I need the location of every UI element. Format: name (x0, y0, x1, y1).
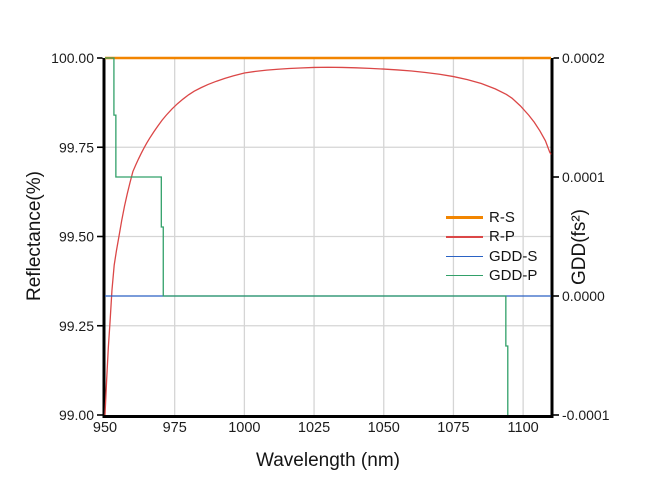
legend-line-swatch (446, 274, 483, 277)
y-left-tick-label: 99.75 (59, 139, 94, 155)
legend-label: GDD-P (489, 267, 538, 285)
y-axis-right-title: GDD(fs²) (569, 209, 590, 285)
x-tick-label: 950 (93, 420, 117, 436)
legend-item: R-S (446, 208, 537, 227)
y-right-tick-label: -0.0001 (562, 407, 610, 423)
series-line-GDD-P (105, 57, 509, 415)
legend: R-S R-P GDD-S GDD-P (446, 208, 537, 285)
y-left-tick-label: 99.00 (59, 407, 94, 423)
x-tick-label: 975 (163, 420, 187, 436)
legend-item: R-P (446, 227, 537, 246)
x-tick-label: 1100 (508, 420, 539, 436)
legend-label: GDD-S (489, 247, 538, 265)
x-tick-label: 1075 (437, 420, 469, 436)
y-axis-left-title: Reflectance(%) (24, 171, 45, 301)
legend-item: GDD-S (446, 247, 537, 266)
y-left-tick-label: 99.50 (59, 229, 94, 245)
x-tick-label: 1050 (368, 420, 400, 436)
series-line-R-P (104, 66, 552, 416)
legend-label: R-S (489, 209, 515, 227)
x-tick-label: 1000 (228, 420, 260, 436)
legend-line-swatch (446, 216, 483, 219)
y-left-tick-label: 100.00 (51, 50, 94, 66)
legend-line-swatch (446, 255, 483, 257)
x-axis-title: Wavelength (nm) (256, 450, 400, 471)
legend-line-swatch (446, 236, 483, 238)
x-tick-label: 1025 (298, 420, 330, 436)
legend-label: R-P (489, 228, 515, 246)
y-left-tick-label: 99.25 (59, 318, 94, 334)
y-right-tick-label: 0.0000 (562, 288, 605, 304)
y-right-tick-label: 0.0001 (562, 169, 605, 185)
legend-item: GDD-P (446, 266, 537, 285)
y-right-tick-label: 0.0002 (562, 50, 605, 66)
